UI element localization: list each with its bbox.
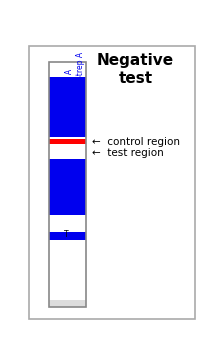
Bar [49,137,86,147]
Bar [49,139,86,144]
Bar [49,147,86,159]
Bar [49,77,86,137]
Bar [49,232,86,240]
Bar [49,240,86,307]
Text: ←  control region: ← control region [92,136,180,147]
Bar [49,62,86,307]
Bar [49,300,86,307]
Text: Strep A: Strep A [65,68,74,97]
Bar [49,62,86,307]
Text: Strep A: Strep A [76,52,85,80]
Text: Negative
test: Negative test [97,53,174,85]
Bar [49,63,86,77]
Text: ←  test region: ← test region [92,148,164,158]
Bar [49,215,86,232]
Bar [49,159,86,215]
Text: Strep A: Strep A [54,88,63,116]
Text: T: T [64,230,68,239]
